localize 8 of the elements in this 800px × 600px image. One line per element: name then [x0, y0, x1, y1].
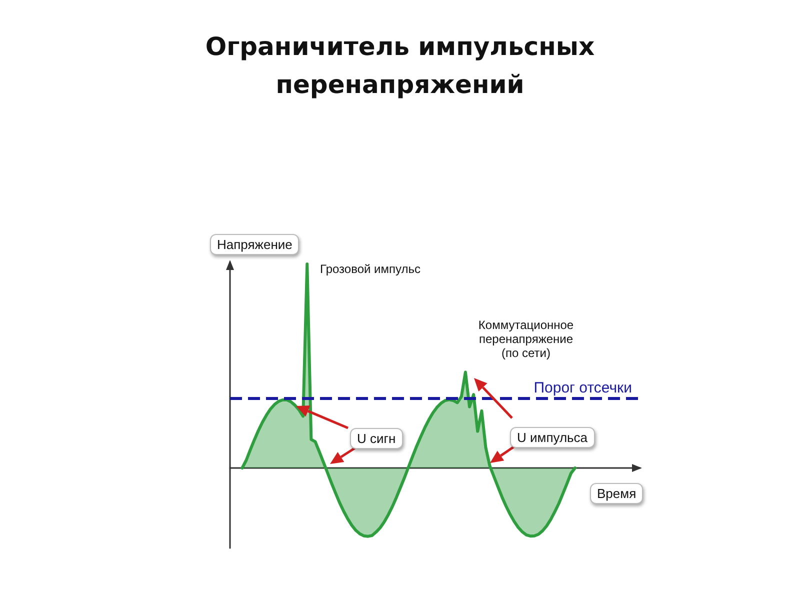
annotation: U сигн [350, 428, 403, 449]
x-axis-title: Время [590, 483, 644, 504]
y-axis-title: Напряжение [210, 234, 300, 255]
annotation: Коммутационное перенапряжение (по сети) [477, 318, 575, 360]
annotation: Грозовой импульс [320, 262, 420, 276]
annotation: U импульса [510, 427, 595, 448]
chart-title: Ограничитель импульсных перенапряжений [204, 31, 596, 101]
ref-line-label: Порог отсечки [534, 380, 632, 397]
